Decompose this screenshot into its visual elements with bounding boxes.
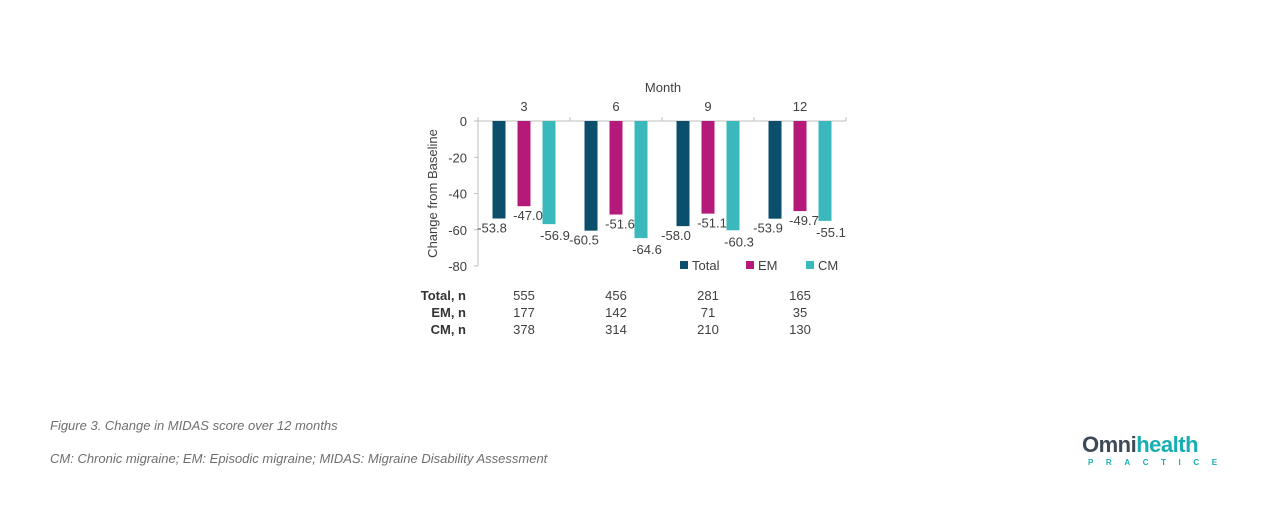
bar-em bbox=[517, 121, 531, 207]
bar-em bbox=[793, 121, 807, 212]
x-axis-title: Month bbox=[645, 80, 681, 95]
table-cell: 314 bbox=[605, 322, 627, 337]
table-cell: 142 bbox=[605, 305, 627, 320]
table-cell: 35 bbox=[793, 305, 807, 320]
table-row-label: Total, n bbox=[421, 288, 466, 303]
x-tick-label: 12 bbox=[793, 99, 807, 114]
y-tick-label: -20 bbox=[448, 150, 467, 165]
legend-swatch-em bbox=[746, 261, 754, 269]
data-label: -53.9 bbox=[753, 221, 783, 236]
bar-total bbox=[676, 121, 690, 227]
data-label: -55.1 bbox=[816, 225, 846, 240]
bar-total bbox=[768, 121, 782, 219]
y-tick-label: -60 bbox=[448, 223, 467, 238]
y-tick-label: -40 bbox=[448, 187, 467, 202]
logo-tagline: PRACTICE bbox=[1088, 458, 1230, 467]
data-label: -51.1 bbox=[697, 216, 727, 231]
table-cell: 165 bbox=[789, 288, 811, 303]
x-tick-label: 6 bbox=[612, 99, 619, 114]
table-cell: 281 bbox=[697, 288, 719, 303]
bar-em bbox=[701, 121, 715, 214]
data-label: -60.3 bbox=[724, 234, 754, 249]
y-tick-label: -80 bbox=[448, 259, 467, 274]
table-cell: 555 bbox=[513, 288, 535, 303]
table-cell: 378 bbox=[513, 322, 535, 337]
table-cell: 456 bbox=[605, 288, 627, 303]
data-label: -49.7 bbox=[789, 213, 819, 228]
bar-em bbox=[609, 121, 623, 215]
abbreviations-note: CM: Chronic migraine; EM: Episodic migra… bbox=[50, 451, 548, 466]
data-label: -51.6 bbox=[605, 217, 635, 232]
logo-wordmark: Omnihealth bbox=[1082, 432, 1199, 457]
table-row-label: EM, n bbox=[431, 305, 466, 320]
data-label: -60.5 bbox=[569, 233, 599, 248]
table-cell: 210 bbox=[697, 322, 719, 337]
bar-cm bbox=[542, 121, 556, 225]
bar-cm bbox=[634, 121, 648, 239]
x-tick-label: 9 bbox=[704, 99, 711, 114]
table-cell: 177 bbox=[513, 305, 535, 320]
x-tick-label: 3 bbox=[520, 99, 527, 114]
data-label: -53.8 bbox=[477, 221, 507, 236]
bar-cm bbox=[818, 121, 832, 221]
data-label: -56.9 bbox=[540, 228, 570, 243]
table-cell: 71 bbox=[701, 305, 715, 320]
bar-total bbox=[492, 121, 506, 219]
table-cell: 130 bbox=[789, 322, 811, 337]
table-row-label: CM, n bbox=[431, 322, 466, 337]
legend-label: CM bbox=[818, 258, 838, 273]
y-axis-title: Change from Baseline bbox=[425, 129, 440, 258]
data-label: -64.6 bbox=[632, 242, 662, 257]
legend-swatch-cm bbox=[806, 261, 814, 269]
data-label: -47.0 bbox=[513, 208, 543, 223]
bar-cm bbox=[726, 121, 740, 231]
y-tick-label: 0 bbox=[460, 114, 467, 129]
legend-swatch-total bbox=[680, 261, 688, 269]
bar-total bbox=[584, 121, 598, 231]
data-label: -58.0 bbox=[661, 228, 691, 243]
figure-caption: Figure 3. Change in MIDAS score over 12 … bbox=[50, 418, 338, 433]
omnihealth-practice-logo: Omnihealth PRACTICE bbox=[1082, 432, 1222, 472]
legend-label: Total bbox=[692, 258, 720, 273]
legend-label: EM bbox=[758, 258, 778, 273]
